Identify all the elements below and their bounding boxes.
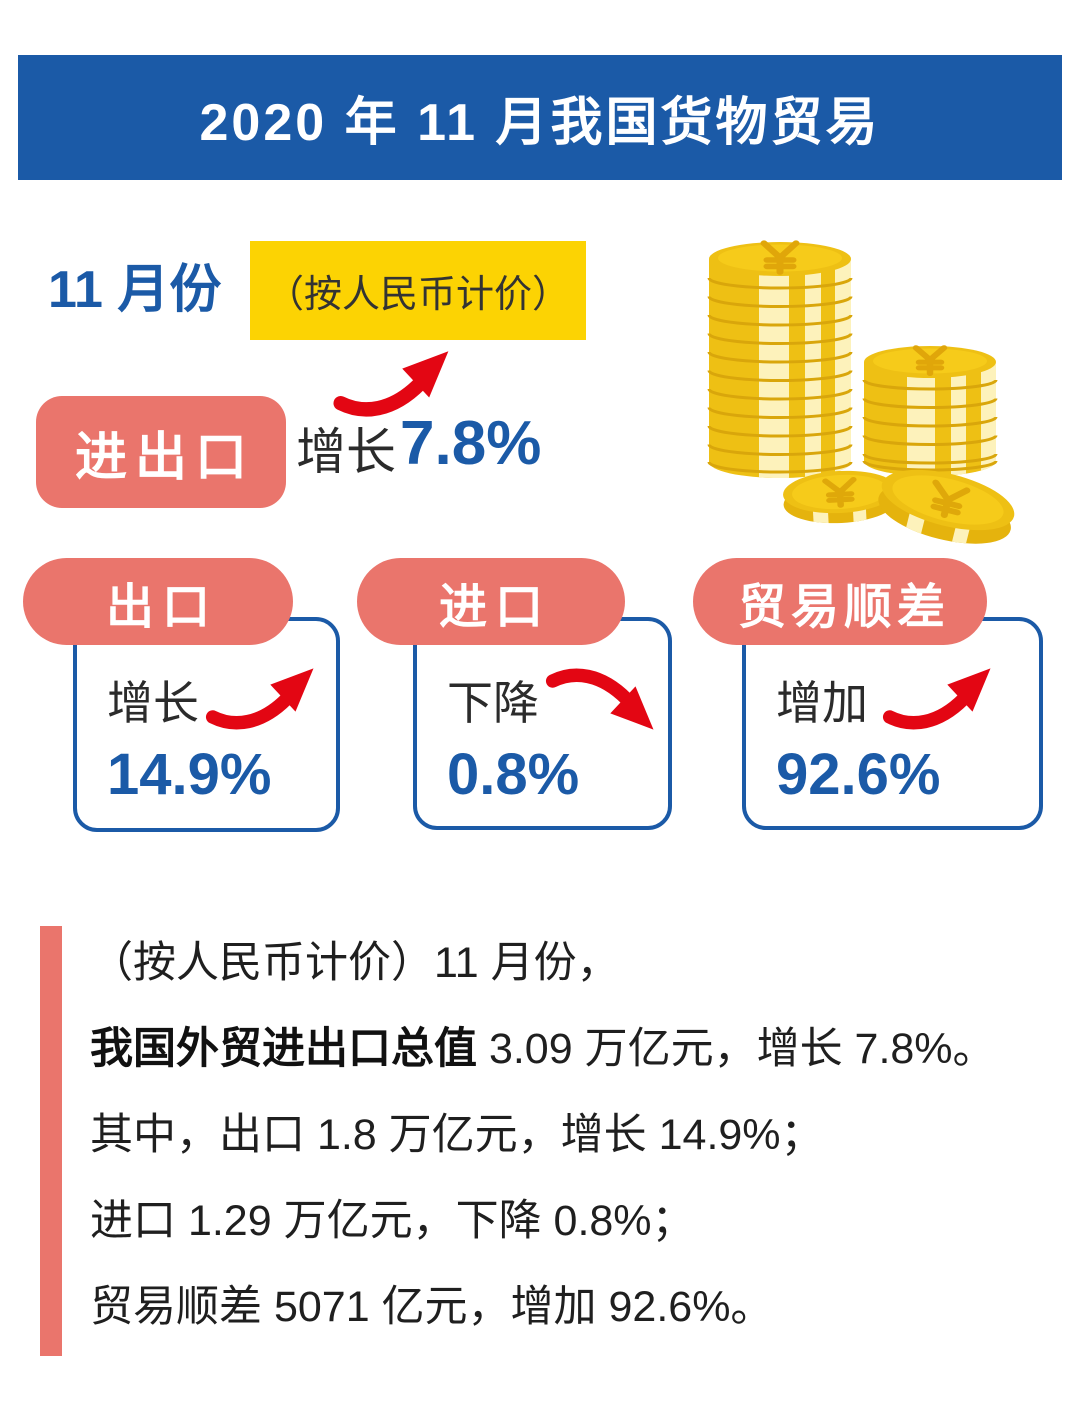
summary-block: （按人民币计价）11 月份， 我国外贸进出口总值 3.09 万亿元，增长 7.8… bbox=[40, 920, 1050, 1356]
coins-icon bbox=[707, 240, 1015, 550]
summary-line: 贸易顺差 5071 亿元，增加 92.6%。 bbox=[90, 1283, 774, 1331]
yuan-sign-icon bbox=[912, 345, 948, 377]
yuan-sign-icon bbox=[930, 479, 971, 519]
export-trend-label: 增长 bbox=[107, 677, 199, 729]
page-title: 2020 年 11 月我国货物贸易 bbox=[199, 94, 881, 152]
export-trend-value: 14.9% bbox=[107, 742, 272, 807]
summary-line: 进口 1.29 万亿元，下降 0.8%； bbox=[90, 1197, 695, 1245]
trade-surplus-badge: 贸易顺差 bbox=[693, 558, 987, 645]
currency-note-highlight: （按人民币计价） bbox=[250, 241, 586, 340]
trade-surplus-card: 增加 92.6% 贸易顺差 bbox=[693, 558, 1043, 834]
yuan-sign-icon bbox=[822, 477, 857, 508]
month-label: 11 月份 bbox=[48, 261, 222, 319]
total-trend-value: 7.8% bbox=[400, 409, 542, 478]
yuan-sign-icon bbox=[760, 240, 800, 275]
total-trade-badge: 进出口 bbox=[36, 396, 286, 508]
summary-accent-bar bbox=[40, 926, 62, 1356]
trend-up-arrow-icon bbox=[882, 668, 991, 730]
summary-line: 其中，出口 1.8 万亿元，增长 14.9%； bbox=[90, 1111, 824, 1159]
summary-line: 我国外贸进出口总值 3.09 万亿元，增长 7.8%。 bbox=[90, 1025, 996, 1073]
trade-surplus-trend-label: 增加 bbox=[776, 677, 868, 729]
header-banner: 2020 年 11 月我国货物贸易 bbox=[18, 55, 1062, 180]
coin-stack-tall bbox=[707, 240, 853, 478]
import-card-box: 下降 0.8% bbox=[413, 617, 672, 830]
import-trend-value: 0.8% bbox=[447, 742, 580, 807]
summary-line: （按人民币计价）11 月份， bbox=[90, 939, 620, 987]
import-badge: 进口 bbox=[357, 558, 625, 645]
import-trend-label: 下降 bbox=[447, 677, 539, 729]
export-card: 增长 14.9% 出口 bbox=[23, 558, 340, 834]
export-badge: 出口 bbox=[23, 558, 293, 645]
trend-down-arrow-icon bbox=[545, 668, 654, 730]
trend-up-arrow-icon bbox=[205, 668, 314, 730]
trend-up-arrow-icon bbox=[333, 351, 449, 417]
trade-surplus-trend-value: 92.6% bbox=[776, 742, 941, 807]
summary-bold-lead: 我国外贸进出口总值 bbox=[90, 1025, 477, 1073]
flat-coin-left bbox=[783, 470, 898, 526]
export-card-box: 增长 14.9% bbox=[73, 617, 340, 832]
total-trend-label: 增长 bbox=[296, 424, 396, 480]
import-card: 下降 0.8% 进口 bbox=[357, 558, 672, 834]
coin-stack-short bbox=[862, 345, 998, 476]
trade-surplus-card-box: 增加 92.6% bbox=[742, 617, 1043, 830]
flat-coin-right bbox=[878, 469, 1015, 550]
